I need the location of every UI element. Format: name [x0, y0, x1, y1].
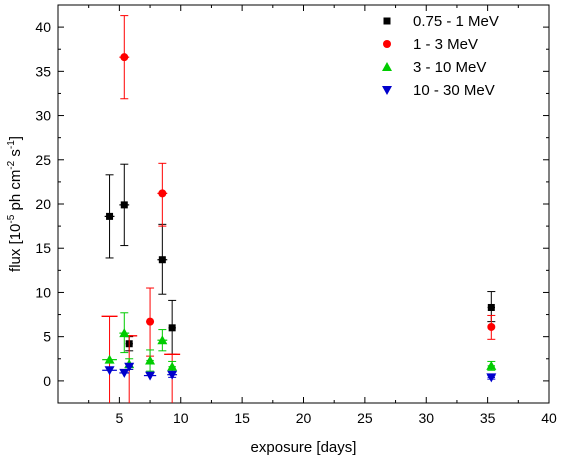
y-axis-label-superscript: -2	[6, 160, 17, 169]
legend-marker	[382, 62, 392, 71]
data-point	[487, 322, 496, 331]
y-tick-label: 5	[43, 329, 51, 345]
data-point	[106, 212, 114, 220]
data-marks	[101, 15, 497, 403]
data-point	[145, 355, 156, 365]
x-tick-label: 30	[418, 410, 434, 426]
y-axis-label-part: ]	[7, 136, 24, 140]
y-tick-label: 35	[35, 63, 51, 79]
y-axis-label: flux [10-5 ph cm-2 s-1]	[6, 136, 24, 272]
y-tick-label: 0	[43, 373, 51, 389]
series-2	[102, 312, 497, 373]
data-point	[158, 256, 166, 264]
y-tick-label: 20	[35, 196, 51, 212]
data-point	[486, 360, 497, 370]
y-tick-label: 30	[35, 108, 51, 124]
data-point	[168, 324, 176, 332]
data-point	[119, 368, 130, 378]
data-point	[104, 366, 115, 376]
y-tick-label: 25	[35, 152, 51, 168]
legend-marker	[383, 17, 391, 25]
x-tick-label: 15	[234, 410, 250, 426]
x-axis-label: exposure [days]	[251, 439, 357, 456]
legend-marker	[383, 40, 391, 48]
x-tick-label: 10	[173, 410, 189, 426]
y-axis-label-part: s	[7, 149, 24, 161]
data-point	[487, 303, 495, 311]
data-point	[145, 371, 156, 381]
data-point	[104, 354, 115, 364]
data-point	[120, 201, 128, 209]
data-point	[146, 317, 155, 326]
series-3	[102, 362, 497, 383]
axis-ticks	[58, 5, 549, 403]
legend-label: 3 - 10 MeV	[413, 59, 486, 76]
legend-label: 0.75 - 1 MeV	[413, 13, 499, 30]
axis-tick-labels: 5 10 15 20 25 30 35 40 0 5 10 15 20 25 30 35 40	[35, 19, 557, 426]
y-tick-label: 40	[35, 19, 51, 35]
data-point	[167, 370, 178, 380]
data-point	[167, 361, 178, 371]
x-tick-label: 20	[296, 410, 312, 426]
y-axis-label-part: ph cm	[7, 170, 24, 215]
y-axis-label-superscript: -5	[6, 214, 17, 223]
y-axis-label-superscript: -1	[6, 140, 17, 149]
legend: 0.75 - 1 MeV 1 - 3 MeV 3 - 10 MeV 10 - 30 M…	[382, 13, 499, 99]
data-point	[119, 328, 130, 338]
y-tick-label: 10	[35, 284, 51, 300]
y-tick-label: 15	[35, 240, 51, 256]
legend-label: 10 - 30 MeV	[413, 82, 495, 99]
data-point	[120, 53, 129, 62]
legend-marker	[382, 86, 392, 95]
data-point	[486, 373, 497, 383]
legend-label: 1 - 3 MeV	[413, 36, 478, 53]
y-axis-label-part: flux [10	[7, 224, 24, 272]
data-point	[157, 335, 168, 345]
x-tick-label: 40	[541, 410, 557, 426]
x-tick-label: 5	[115, 410, 123, 426]
data-point	[124, 362, 135, 372]
x-tick-label: 35	[480, 410, 496, 426]
x-tick-label: 25	[357, 410, 373, 426]
data-point	[158, 189, 167, 198]
